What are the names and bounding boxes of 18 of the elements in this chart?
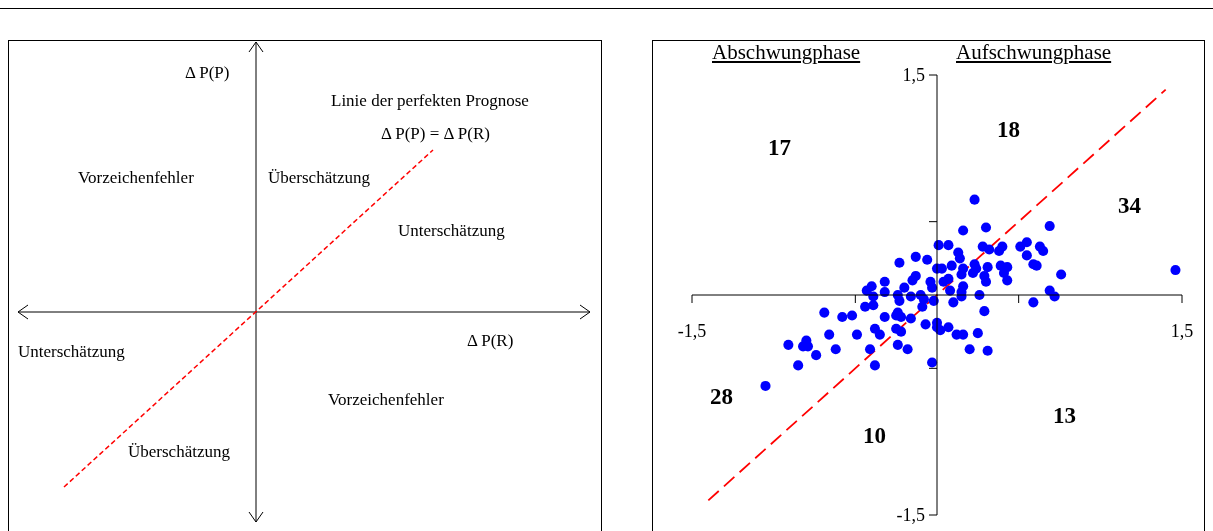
text: Überschätzung bbox=[268, 167, 370, 189]
annotation: 34 bbox=[1118, 193, 1141, 219]
text: Vorzeichenfehler bbox=[78, 167, 194, 189]
annotation: 10 bbox=[863, 423, 886, 449]
text: Aufschwungphase bbox=[956, 39, 1112, 65]
text: Unterschätzung bbox=[18, 341, 125, 363]
text: Abschwungphase bbox=[712, 39, 861, 65]
text: Δ P(P) bbox=[185, 62, 230, 84]
annotation: 28 bbox=[710, 384, 733, 410]
text: Überschätzung bbox=[128, 441, 230, 463]
annotation: 13 bbox=[1053, 403, 1076, 429]
text: Unterschätzung bbox=[398, 220, 505, 242]
text: Vorzeichenfehler bbox=[328, 389, 444, 411]
annotation: 17 bbox=[768, 135, 791, 161]
annotation: 18 bbox=[997, 117, 1020, 143]
text: Δ P(P) = Δ P(R) bbox=[381, 123, 490, 145]
text: Linie der perfekten Prognose bbox=[331, 90, 529, 112]
text: Δ P(R) bbox=[467, 330, 514, 352]
